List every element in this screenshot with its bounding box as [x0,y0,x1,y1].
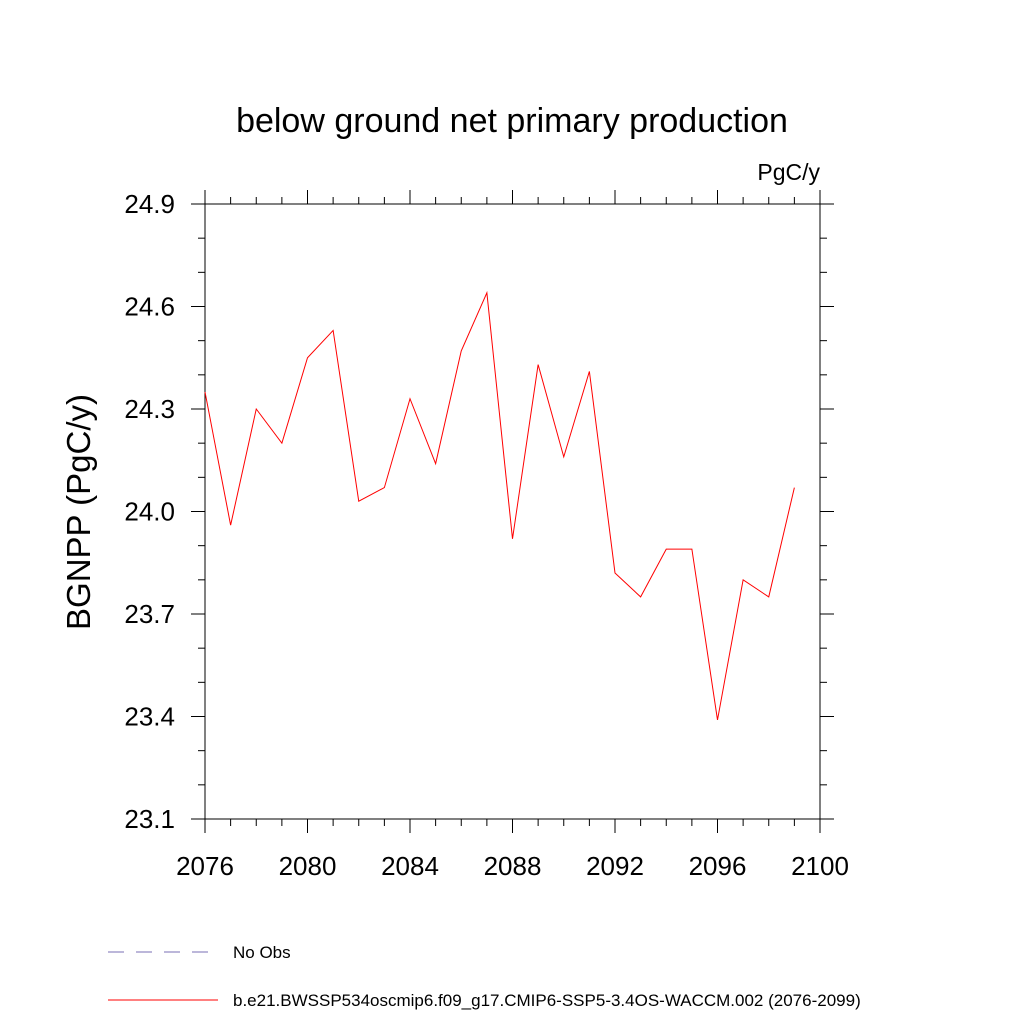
data-point [229,524,232,527]
data-point [204,390,207,393]
series-lines [204,290,796,721]
data-point [690,548,693,551]
legend-label: No Obs [233,943,291,962]
data-point [409,397,412,400]
data-point [639,595,642,598]
x-tick-label: 2096 [689,851,747,881]
plot-frame [204,203,821,820]
data-point [767,595,770,598]
x-tick-label: 2092 [586,851,644,881]
y-tick-label: 24.6 [124,292,175,322]
x-tick-label: 2080 [279,851,337,881]
x-tick-label: 2100 [791,851,849,881]
plot-axes: 2076 2080 2084 2088 2092 2096 2100 23.1 23.4 23.7… [124,189,849,881]
chart-title: below ground net primary production [236,102,788,140]
legend-label: b.e21.BWSSP534oscmip6.f09_g17.CMIP6-SSP5… [233,991,861,1010]
x-tick-label: 2076 [176,851,234,881]
y-tick-label: 24.9 [124,189,175,219]
data-point [255,408,258,411]
data-point [716,718,719,721]
x-tick-label: 2088 [484,851,542,881]
data-point [357,500,360,503]
data-point [793,486,796,489]
data-point [306,356,309,359]
data-point [537,363,540,366]
series-line [204,290,795,721]
data-point [434,462,437,465]
data-point [588,370,591,373]
y-tick-label: 24.3 [124,394,175,424]
data-point [742,578,745,581]
data-point [562,455,565,458]
units-label: PgC/y [757,159,820,185]
data-point [665,548,668,551]
x-tick-label: 2084 [381,851,439,881]
y-tick-label: 23.7 [124,599,175,629]
data-point [511,537,514,540]
legend: No Obs b.e21.BWSSP534oscmip6.f09_g17.CMIP… [108,943,861,1010]
y-tick-label: 23.4 [124,702,175,732]
data-point [460,349,463,352]
data-point [614,572,617,575]
data-point [280,442,283,445]
y-axis-label: BGNPP (PgC/y) [60,394,97,630]
data-point [332,329,335,332]
y-tick-label: 24.0 [124,497,175,527]
data-point [383,486,386,489]
y-tick-label: 23.1 [124,804,175,834]
data-point [485,291,488,294]
